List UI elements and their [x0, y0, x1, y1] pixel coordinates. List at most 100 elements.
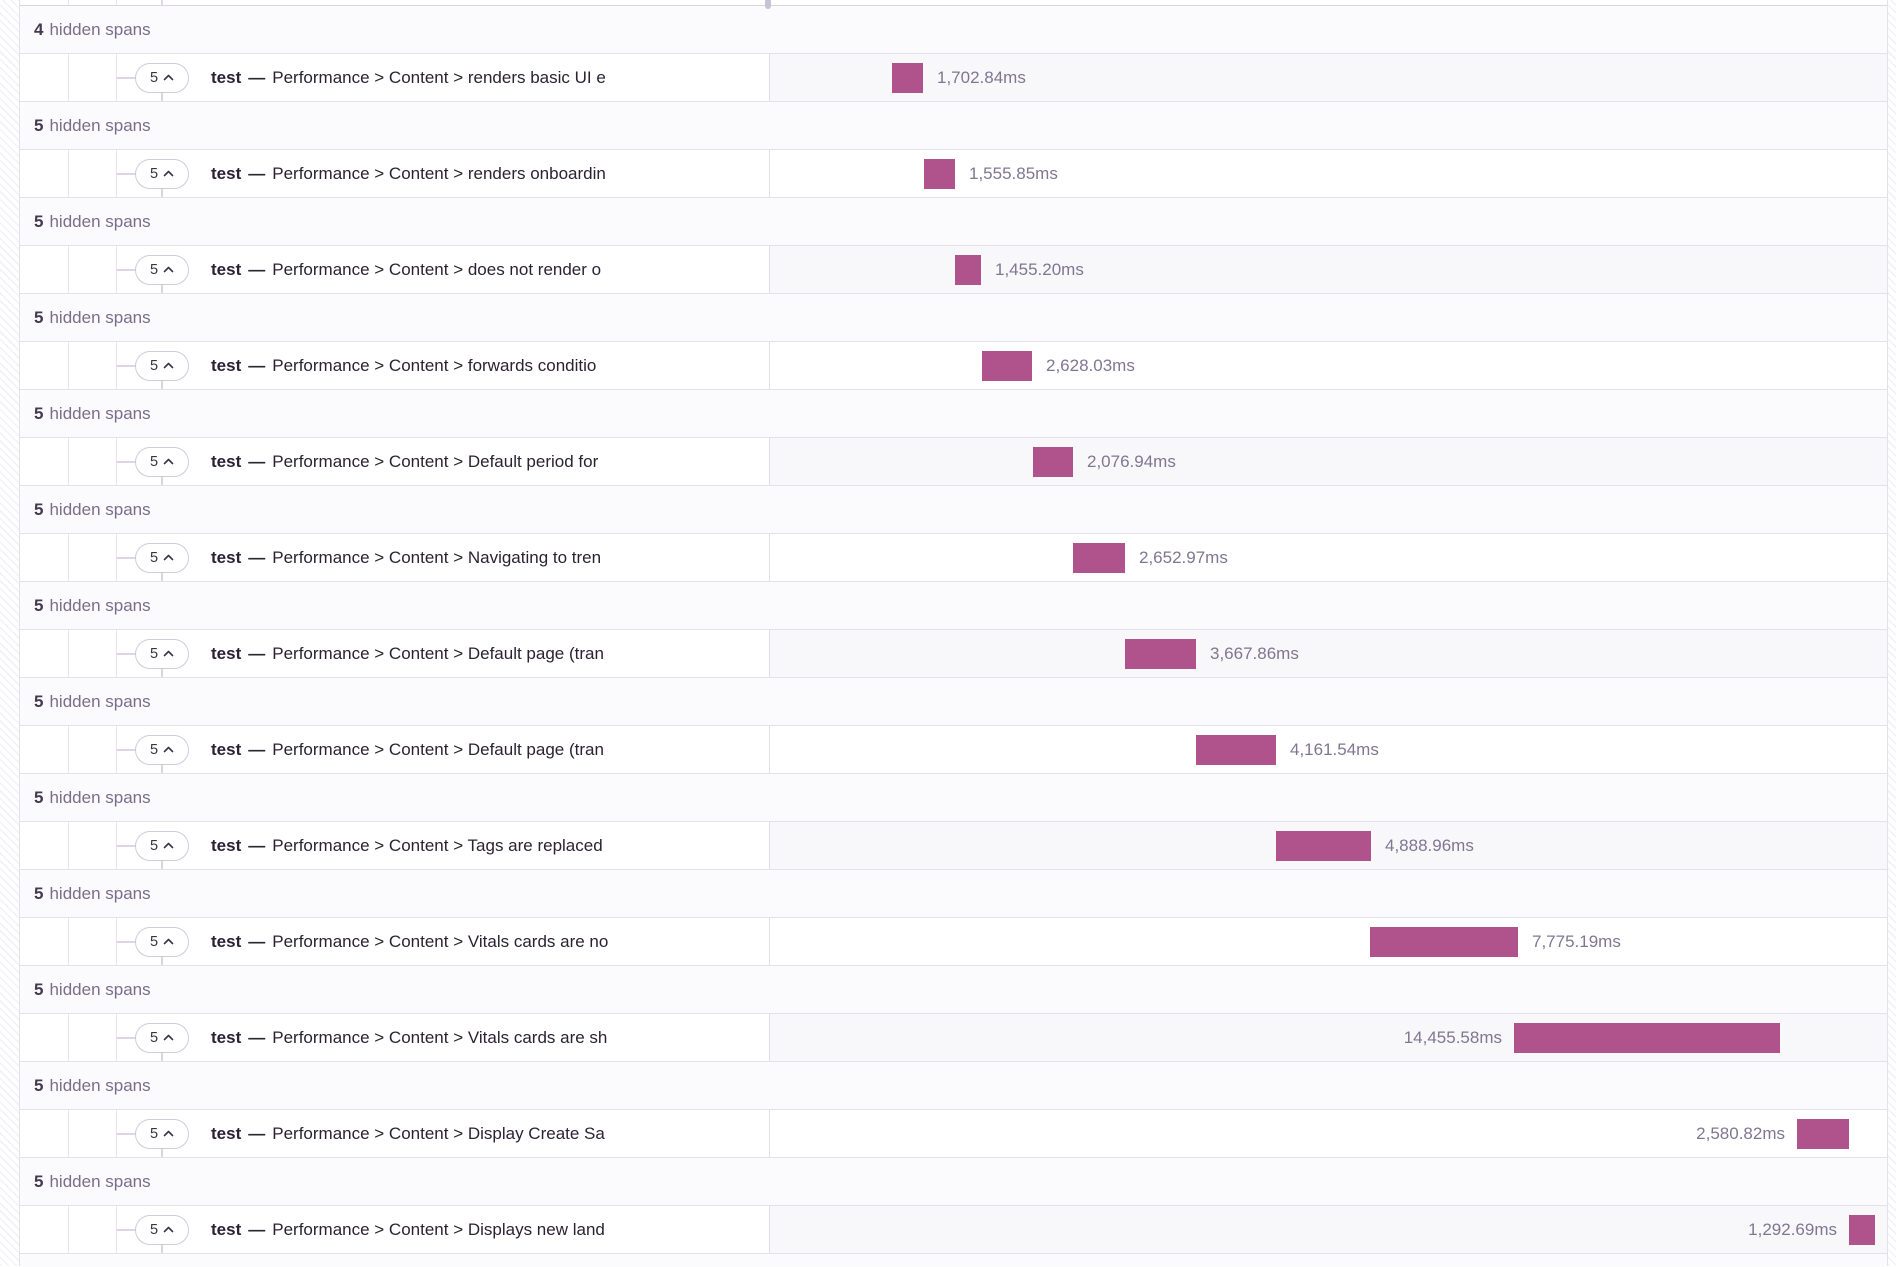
span-duration-cell: 2,628.03ms — [769, 342, 1887, 389]
span-children-count-badge[interactable]: 5 — [135, 62, 189, 93]
hidden-spans-count: 5 — [34, 211, 44, 231]
span-duration-bar[interactable] — [892, 63, 923, 93]
tree-indent-guide — [68, 726, 69, 773]
span-children-count-badge[interactable]: 5 — [135, 1214, 189, 1245]
span-children-count-badge[interactable]: 5 — [135, 254, 189, 285]
hidden-spans-row[interactable]: 5 hidden spans — [20, 390, 1887, 438]
span-duration-bar[interactable] — [1849, 1215, 1875, 1245]
tree-indent-guide — [68, 342, 69, 389]
hidden-spans-row[interactable]: 5 hidden spans — [20, 486, 1887, 534]
hidden-spans-row[interactable]: 5 hidden spans — [20, 678, 1887, 726]
span-op: test — [211, 1028, 242, 1047]
badge-count: 5 — [149, 261, 159, 278]
span-row[interactable]: 5 test — Performance > Content > Vitals ca… — [20, 918, 1887, 966]
span-duration-cell: 1,555.85ms — [769, 150, 1887, 197]
hidden-spans-row[interactable]: 4 hidden spans — [20, 6, 1887, 54]
span-title: test — Performance > Content > Display Cre… — [211, 1110, 605, 1157]
span-row[interactable]: 5 test — Performance > Content > renders o… — [20, 150, 1887, 198]
chevron-up-icon — [163, 842, 174, 849]
hidden-spans-label: hidden spans — [49, 691, 151, 711]
span-title: test — Performance > Content > Vitals card… — [211, 1014, 607, 1061]
span-row[interactable]: 5 test — Performance > Content > Displays … — [20, 1206, 1887, 1254]
span-row[interactable]: 5 test — Performance > Content > does not … — [20, 246, 1887, 294]
span-children-count-badge[interactable]: 5 — [135, 1118, 189, 1149]
span-row[interactable]: 5 test — Performance > Content > Default p… — [20, 726, 1887, 774]
span-row[interactable]: 5 test — Performance > Content > Vitals ca… — [20, 1014, 1887, 1062]
span-duration-bar[interactable] — [1073, 543, 1125, 573]
badge-count: 5 — [149, 645, 159, 662]
span-title: test — Performance > Content > Vitals card… — [211, 918, 608, 965]
span-op-separator: — — [248, 68, 266, 87]
span-duration-label: 2,580.82ms — [1696, 1124, 1785, 1143]
span-duration-bar[interactable] — [1370, 927, 1518, 957]
hidden-spans-count: 5 — [34, 691, 44, 711]
span-title: test — Performance > Content > does not re… — [211, 246, 601, 293]
span-duration-cell: 1,702.84ms — [769, 54, 1887, 101]
span-duration-label: 1,292.69ms — [1748, 1220, 1837, 1239]
span-duration-bar[interactable] — [982, 351, 1032, 381]
span-duration-label: 1,555.85ms — [969, 164, 1058, 183]
tree-connector — [161, 1053, 163, 1061]
span-duration-bar[interactable] — [1514, 1023, 1780, 1053]
span-tree-cell: 5 test — Performance > Content > Display C… — [20, 1110, 769, 1157]
tree-connector — [116, 365, 136, 367]
span-op: test — [211, 356, 242, 375]
tree-indent-guide — [68, 1110, 69, 1157]
span-children-count-badge[interactable]: 5 — [135, 542, 189, 573]
tree-indent-guide — [68, 150, 69, 197]
hidden-spans-row[interactable]: 5 hidden spans — [20, 966, 1887, 1014]
span-duration-bar[interactable] — [1125, 639, 1196, 669]
span-duration-bar[interactable] — [1196, 735, 1276, 765]
waterfall-rows: 4 hidden spans 5 test — Performance > Cont… — [20, 0, 1887, 1267]
span-description: Performance > Content > Default page (tr… — [272, 740, 604, 759]
tree-indent-guide — [68, 1206, 69, 1253]
span-duration-bar[interactable] — [924, 159, 955, 189]
badge-count: 5 — [149, 837, 159, 854]
span-row[interactable]: 5 test — Performance > Content > Display C… — [20, 1110, 1887, 1158]
hidden-spans-count: 5 — [34, 403, 44, 423]
hidden-spans-row[interactable]: 5 hidden spans — [20, 294, 1887, 342]
hidden-spans-row[interactable]: 5 hidden spans — [20, 1062, 1887, 1110]
span-duration-bar[interactable] — [1276, 831, 1371, 861]
span-row[interactable]: 5 test — Performance > Content > Tags are … — [20, 822, 1887, 870]
badge-count: 5 — [149, 1125, 159, 1142]
span-duration-bar[interactable] — [1033, 447, 1073, 477]
span-children-count-badge[interactable]: 5 — [135, 446, 189, 477]
hidden-spans-label: hidden spans — [49, 403, 151, 423]
span-row[interactable]: 5 test — Performance > Content > renders b… — [20, 54, 1887, 102]
hidden-spans-label: hidden spans — [49, 979, 151, 999]
span-duration-label: 7,775.19ms — [1532, 932, 1621, 951]
span-title: test — Performance > Content > Default pag… — [211, 726, 604, 773]
hidden-spans-row[interactable]: 5 hidden spans — [20, 870, 1887, 918]
span-op: test — [211, 164, 242, 183]
tree-connector — [161, 381, 163, 389]
span-row[interactable]: 5 test — Performance > Content > Navigatin… — [20, 534, 1887, 582]
span-children-count-badge[interactable]: 5 — [135, 638, 189, 669]
span-title: test — Performance > Content > Navigating … — [211, 534, 601, 581]
hidden-spans-row[interactable]: 5 hidden spans — [20, 102, 1887, 150]
span-children-count-badge[interactable]: 5 — [135, 926, 189, 957]
span-row[interactable]: 5 test — Performance > Content > Default p… — [20, 630, 1887, 678]
tree-connector — [161, 669, 163, 677]
divider-drag-handle[interactable] — [765, 0, 771, 9]
hidden-spans-count: 5 — [34, 115, 44, 135]
hidden-spans-row[interactable]: 5 hidden spans — [20, 198, 1887, 246]
span-children-count-badge[interactable]: 5 — [135, 734, 189, 765]
hidden-spans-label: hidden spans — [49, 499, 151, 519]
span-children-count-badge[interactable]: 5 — [135, 158, 189, 189]
tree-indent-guide — [68, 822, 69, 869]
hidden-spans-row[interactable]: 5 hidden spans — [20, 1158, 1887, 1206]
span-duration-bar[interactable] — [1797, 1119, 1849, 1149]
hidden-spans-label: hidden spans — [49, 19, 151, 39]
hidden-spans-label: hidden spans — [49, 787, 151, 807]
hidden-spans-row[interactable]: 5 hidden spans — [20, 582, 1887, 630]
span-description: Performance > Content > does not render … — [272, 260, 602, 279]
span-duration-bar[interactable] — [955, 255, 981, 285]
span-children-count-badge[interactable]: 5 — [135, 1022, 189, 1053]
span-row[interactable]: 5 test — Performance > Content > Default p… — [20, 438, 1887, 486]
span-row[interactable]: 5 test — Performance > Content > forwards … — [20, 342, 1887, 390]
hidden-spans-row[interactable]: 5 hidden spans — [20, 774, 1887, 822]
chevron-up-icon — [163, 650, 174, 657]
span-children-count-badge[interactable]: 5 — [135, 830, 189, 861]
span-children-count-badge[interactable]: 5 — [135, 350, 189, 381]
